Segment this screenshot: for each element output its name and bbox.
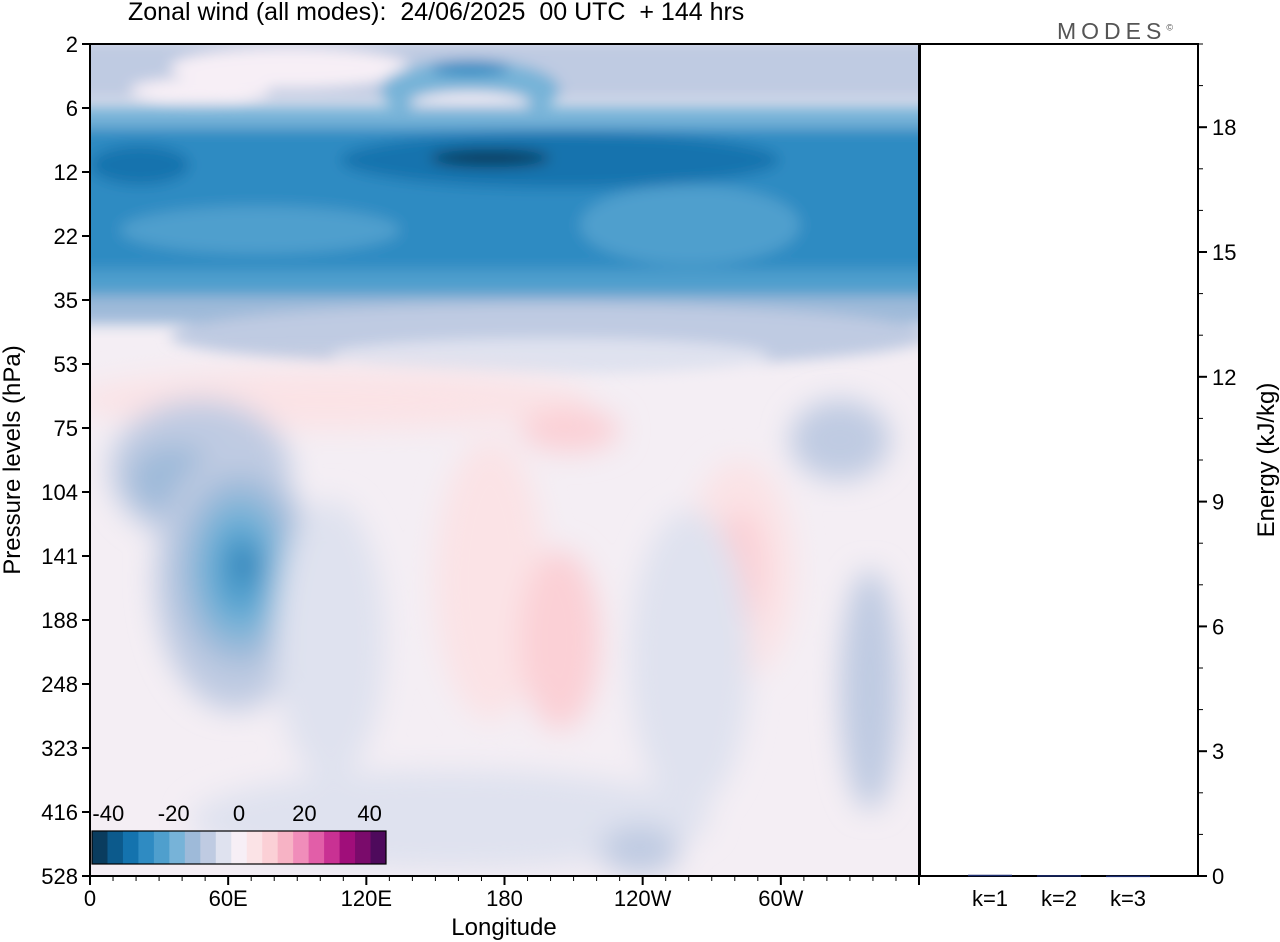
energy-category-label: k=3 — [1110, 886, 1146, 911]
y-axis-title: Pressure levels (hPa) — [0, 345, 26, 574]
colorbar: -40 -20 0 20 40 — [91, 801, 387, 865]
y-tick-label: 35 — [54, 288, 78, 313]
y-tick-label: 75 — [54, 416, 78, 441]
energy-tick-label: 12 — [1212, 365, 1236, 390]
colorbar-swatch — [92, 831, 108, 864]
colorbar-swatch — [293, 831, 310, 864]
x-tick-label: 60E — [209, 886, 248, 911]
energy-tick-label: 9 — [1212, 490, 1224, 515]
colorbar-swatch — [215, 831, 232, 864]
energy-bar — [968, 874, 1012, 877]
heatmap-plot-area — [90, 44, 919, 876]
y-tick-label: 528 — [41, 864, 78, 889]
energy-bars: k=1 k=2 k=3 — [968, 874, 1150, 911]
x-axis-title: Longitude — [451, 914, 556, 941]
y-tick-label: 6 — [66, 96, 78, 121]
energy-tick-label: 18 — [1212, 115, 1236, 140]
modes-logo: MODES© — [1057, 18, 1173, 45]
energy-panel-frame — [919, 43, 1199, 877]
pressure-axis: 2 6 12 22 35 53 75 104 141 188 248 323 416 528 — [41, 32, 90, 889]
y-tick-label: 12 — [54, 160, 78, 185]
colorbar-label: -40 — [92, 801, 124, 826]
colorbar-swatch — [324, 831, 341, 864]
chart-title: Zonal wind (all modes): 24/06/2025 00 UT… — [128, 0, 745, 26]
y-tick-label: 104 — [41, 480, 78, 505]
colorbar-swatch — [231, 831, 248, 864]
colorbar-swatch — [262, 831, 279, 864]
energy-bar — [1037, 875, 1081, 877]
longitude-axis: 0 60E 120E 180 120W 60W — [84, 876, 920, 911]
energy-tick-label: 6 — [1212, 614, 1224, 639]
colorbar-swatch — [355, 831, 372, 864]
x-tick-label: 0 — [84, 886, 96, 911]
energy-category-label: k=1 — [972, 886, 1008, 911]
colorbar-swatch — [138, 831, 155, 864]
colorbar-swatch — [122, 831, 139, 864]
colorbar-swatch — [246, 831, 263, 864]
colorbar-label: 40 — [357, 801, 381, 826]
colorbar-swatch — [107, 831, 124, 864]
colorbar-swatch — [184, 831, 201, 864]
x-tick-label: 120W — [614, 886, 672, 911]
x-tick-label: 120E — [341, 886, 392, 911]
colorbar-swatch — [169, 831, 186, 864]
energy-axis-title: Energy (kJ/kg) — [1253, 383, 1280, 538]
energy-axis: 0 3 6 9 12 15 18 — [1198, 43, 1236, 889]
y-tick-label: 141 — [41, 544, 78, 569]
y-tick-label: 2 — [66, 32, 78, 57]
energy-tick-label: 15 — [1212, 240, 1236, 265]
energy-bar — [1106, 875, 1150, 878]
colorbar-swatch — [200, 831, 217, 864]
x-tick-label: 60W — [758, 886, 803, 911]
logo-text: MODES — [1057, 18, 1167, 44]
y-tick-label: 416 — [41, 800, 78, 825]
y-tick-label: 248 — [41, 672, 78, 697]
colorbar-swatch — [308, 831, 325, 864]
y-tick-label: 53 — [54, 352, 78, 377]
y-tick-label: 22 — [54, 224, 78, 249]
energy-category-label: k=2 — [1041, 886, 1077, 911]
colorbar-label: 20 — [292, 801, 316, 826]
y-tick-label: 323 — [41, 736, 78, 761]
y-tick-label: 188 — [41, 608, 78, 633]
colorbar-label: -20 — [158, 801, 190, 826]
colorbar-swatch — [370, 831, 387, 864]
colorbar-frame — [91, 830, 387, 865]
colorbar-swatch — [153, 831, 170, 864]
colorbar-swatch — [339, 831, 356, 864]
logo-mark: © — [1166, 22, 1173, 33]
heatmap-bands — [90, 44, 919, 374]
energy-tick-label: 0 — [1212, 864, 1224, 889]
energy-tick-label: 3 — [1212, 739, 1224, 764]
colorbar-label: 0 — [233, 801, 245, 826]
colorbar-swatch — [277, 831, 294, 864]
x-tick-label: 180 — [486, 886, 523, 911]
